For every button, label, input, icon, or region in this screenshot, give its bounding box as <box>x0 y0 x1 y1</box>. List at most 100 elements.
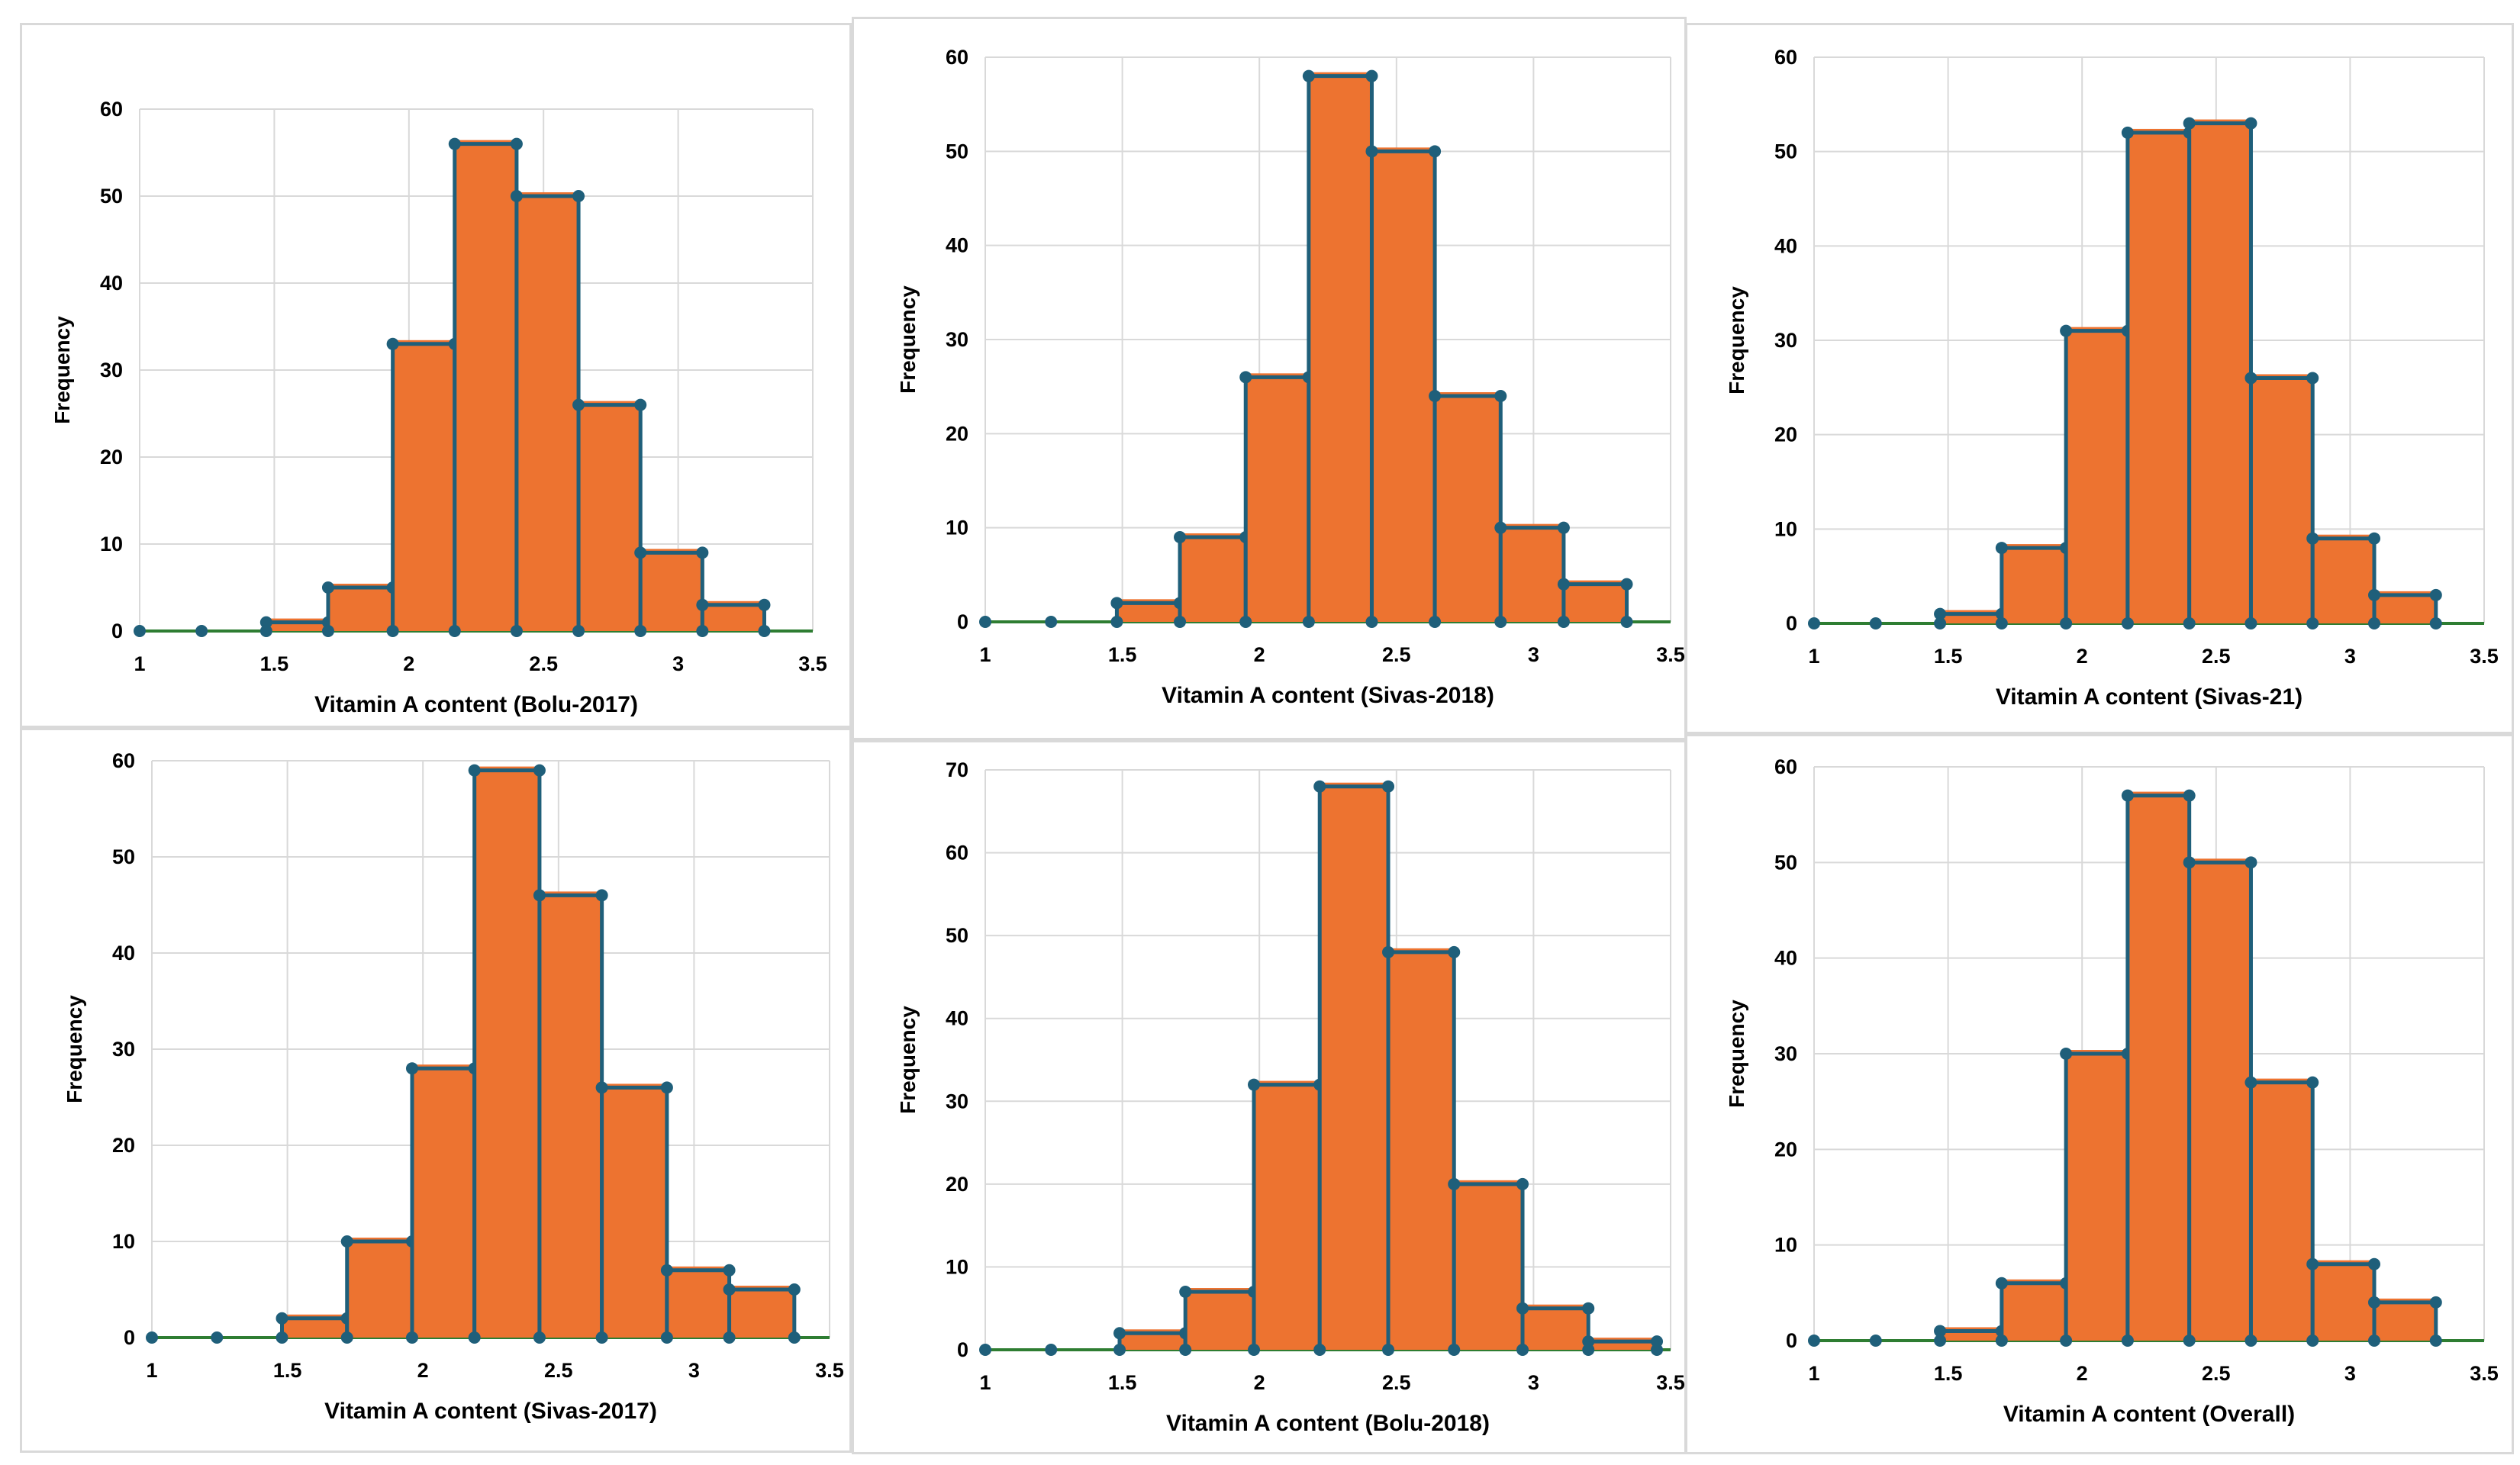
baseline-marker <box>211 1331 224 1344</box>
x-tick-label: 2 <box>417 1359 429 1382</box>
baseline-marker <box>2183 617 2196 629</box>
bar-top-marker <box>2368 1257 2381 1270</box>
x-tick-label: 1.5 <box>1934 645 1963 668</box>
bar-outline <box>576 403 643 631</box>
x-tick-label: 3.5 <box>815 1359 844 1382</box>
x-axis-title: Vitamin A content (Sivas-2017) <box>324 1399 657 1424</box>
baseline-marker <box>1302 616 1315 628</box>
x-tick-label: 1 <box>979 1371 991 1394</box>
baseline-marker <box>758 625 771 637</box>
x-tick-label: 2 <box>2077 1362 2088 1385</box>
bar-outline <box>2372 593 2438 623</box>
x-tick-label: 3.5 <box>2470 645 2499 668</box>
histogram-bar <box>2066 1050 2128 1341</box>
y-tick-label: 0 <box>124 1326 135 1349</box>
bar-top-marker <box>1557 578 1570 591</box>
chart-panel-sivas-2018: 0 10 20 30 40 50 60 1 1.5 2 2.5 3 3.5 Vitamin A conte… <box>852 17 1687 740</box>
bar-top-marker <box>1494 521 1507 534</box>
x-tick-label: 3.5 <box>1656 643 1685 666</box>
y-tick-label: 50 <box>100 185 123 208</box>
x-tick-label: 3.5 <box>2470 1362 2499 1385</box>
bar-top-marker <box>259 616 272 629</box>
histogram-bar <box>2001 544 2067 623</box>
baseline-marker <box>2306 1335 2319 1347</box>
y-tick-label: 10 <box>1774 1234 1797 1257</box>
histogram-bar <box>1435 392 1501 622</box>
bar-top-marker <box>2429 588 2442 601</box>
histogram-bar <box>578 401 641 631</box>
baseline-marker <box>533 1331 546 1344</box>
y-axis-title: Frequency <box>896 285 920 394</box>
baseline-marker <box>2244 617 2257 629</box>
histogram-bar <box>266 618 328 631</box>
bar-top-marker <box>2121 126 2134 139</box>
chart-panel-bolu-2017: 0 10 20 30 40 50 60 1 1.5 2 2.5 3 3.5 Vitamin A conte… <box>20 23 852 728</box>
histogram-bar <box>1185 1288 1255 1350</box>
histogram-bar <box>2374 1298 2436 1341</box>
bar-top-marker <box>533 889 546 902</box>
y-tick-label: 60 <box>1774 755 1797 778</box>
y-tick-label: 20 <box>946 422 968 445</box>
histogram-bar <box>1371 147 1436 623</box>
chart-svg-overall: 0 10 20 30 40 50 60 1 1.5 2 2.5 3 3.5 Vitamin A conte… <box>1725 755 2499 1427</box>
histogram-bar <box>454 140 517 632</box>
bar-top-marker <box>572 190 585 202</box>
bar-outline <box>638 550 704 631</box>
y-axis-title: Frequency <box>50 316 74 424</box>
bar-top-marker <box>1382 945 1395 958</box>
bar-outline <box>1386 950 1456 1350</box>
baseline-marker <box>259 625 272 637</box>
y-tick-label: 20 <box>1774 423 1797 446</box>
bar-top-marker <box>1429 145 1442 158</box>
y-tick-label: 40 <box>946 1007 968 1030</box>
baseline-marker <box>696 625 709 637</box>
bar-top-marker <box>1516 1302 1529 1315</box>
x-tick-label: 1.5 <box>260 652 289 675</box>
histogram-bar <box>474 766 540 1338</box>
y-tick-label: 20 <box>946 1173 968 1196</box>
baseline-marker <box>634 625 647 637</box>
histogram-bar <box>1308 72 1372 622</box>
baseline-marker <box>2429 1335 2442 1347</box>
bar-top-marker <box>1620 578 1633 591</box>
bar-top-marker <box>1365 145 1378 158</box>
baseline-marker <box>340 1331 353 1344</box>
bar-top-marker <box>2306 532 2319 545</box>
baseline-marker <box>1934 1335 1947 1347</box>
baseline-marker <box>1995 617 2008 629</box>
bar-outline <box>600 1085 669 1338</box>
bar-top-marker <box>660 1264 673 1277</box>
y-tick-label: 50 <box>1774 140 1797 163</box>
x-tick-label: 1 <box>1808 1362 1819 1385</box>
bar-top-marker <box>2244 1076 2257 1089</box>
y-tick-label: 40 <box>112 942 135 964</box>
x-tick-label: 1 <box>134 652 145 675</box>
x-tick-label: 2.5 <box>2202 645 2231 668</box>
y-tick-label: 30 <box>112 1038 135 1061</box>
histogram-bar <box>2189 119 2251 624</box>
bar-top-marker <box>696 598 709 611</box>
chart-svg-sivas-2017: 0 10 20 30 40 50 60 1 1.5 2 2.5 3 3.5 Vitamin A conte… <box>63 749 844 1424</box>
bar-top-marker <box>660 1081 673 1094</box>
bar-top-marker <box>595 1081 608 1094</box>
bar-top-marker <box>595 889 608 902</box>
baseline-marker <box>979 616 991 628</box>
bar-outline <box>1498 526 1566 622</box>
histogram-bar <box>601 1083 667 1338</box>
bar-top-marker <box>2368 1296 2381 1309</box>
bar-top-marker <box>1995 542 2008 555</box>
bar-outline <box>727 1287 797 1338</box>
x-tick-label: 1 <box>1808 645 1819 668</box>
bar-top-marker <box>1110 597 1123 610</box>
histogram-bar <box>2127 128 2190 623</box>
x-tick-label: 2 <box>1254 1371 1265 1394</box>
bar-top-marker <box>2306 1076 2319 1089</box>
histogram-bar <box>2189 858 2251 1341</box>
histogram-bar <box>2251 1078 2313 1341</box>
bar-top-marker <box>1448 1177 1461 1190</box>
bar-top-marker <box>276 1312 288 1325</box>
bar-top-marker <box>1313 780 1326 793</box>
histogram-bar <box>327 584 393 631</box>
baseline-marker <box>276 1331 288 1344</box>
histogram-bar <box>411 1064 475 1338</box>
